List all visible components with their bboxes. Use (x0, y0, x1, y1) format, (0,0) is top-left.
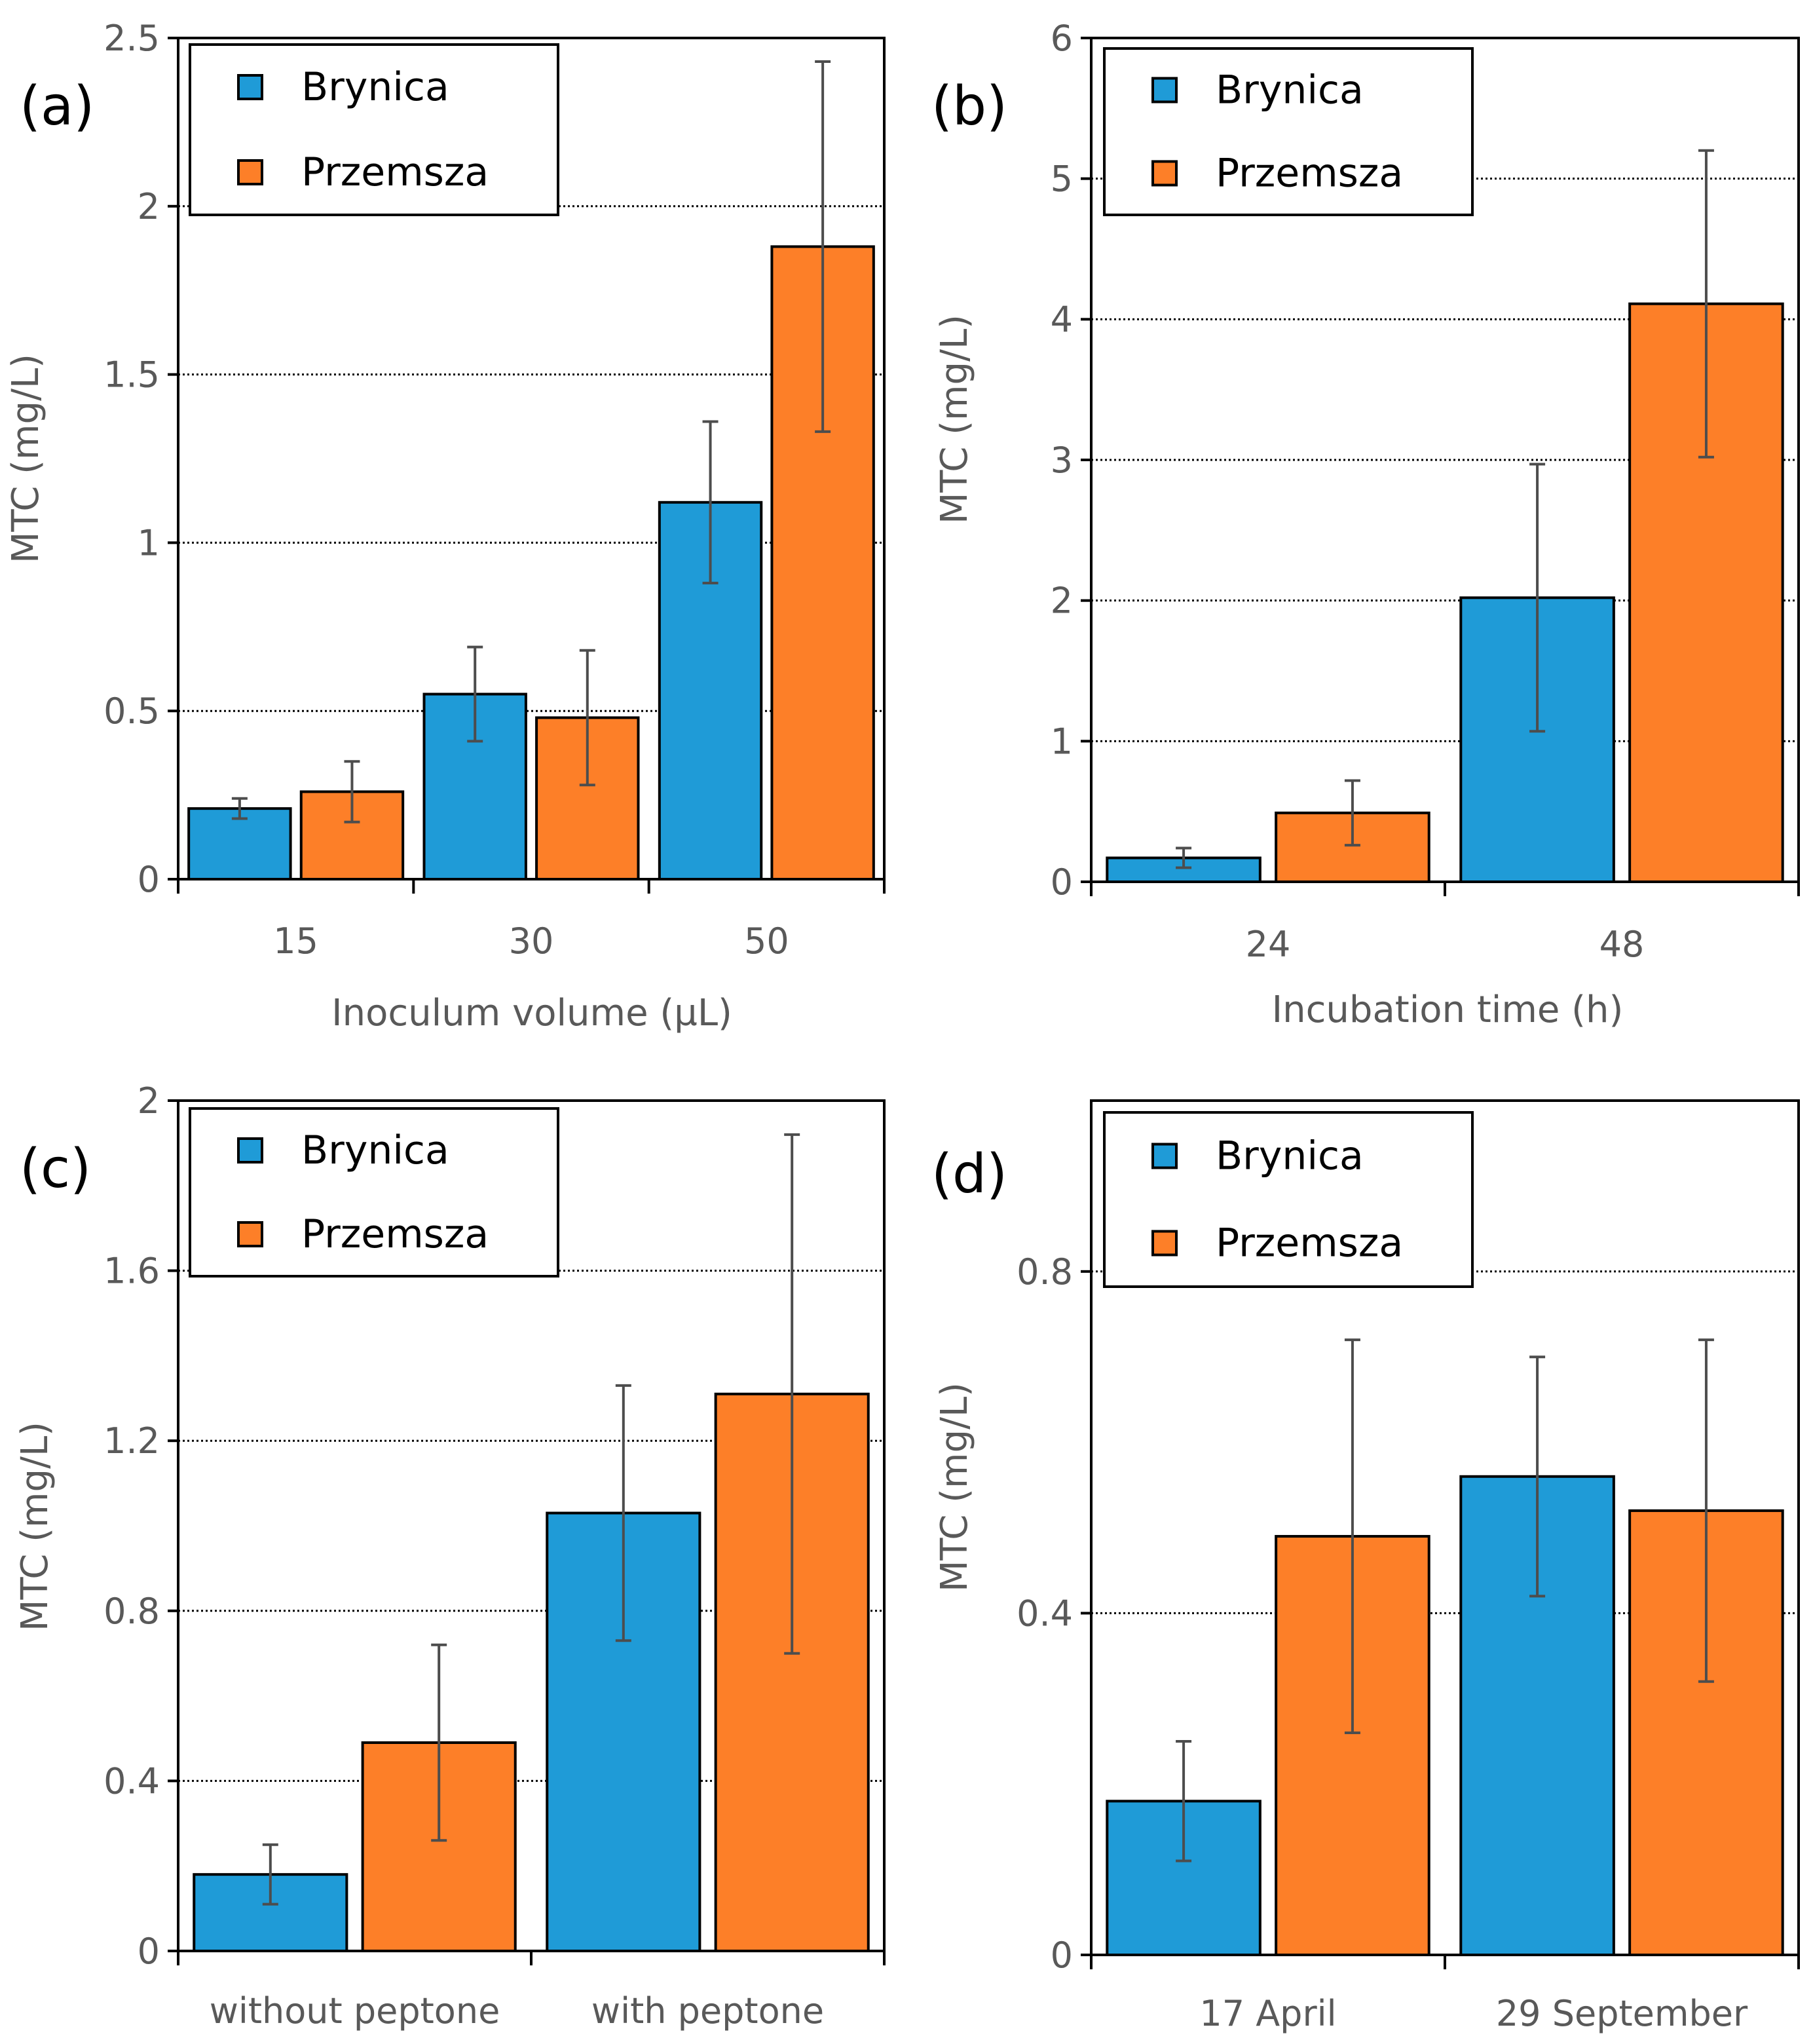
y-tick-label: 3 (1051, 440, 1073, 481)
legend-label-przemsza: Przemsza (301, 149, 489, 195)
x-tick-label: 24 (1246, 924, 1291, 965)
legend-box (189, 43, 559, 216)
chart-panel-b: 0 1 2 3 4 5 6 24 48 MTC (mg/L) Incubation time (h)… (931, 18, 1800, 1031)
y-tick-label: 4 (1051, 299, 1073, 340)
x-tick-label: 15 (273, 920, 318, 962)
x-axis-title: Incubation time (h) (1272, 989, 1624, 1031)
error-bar-brynica-17-april (1176, 1740, 1192, 1863)
legend-label-przemsza: Przemsza (1216, 1221, 1403, 1266)
x-tick-label: without peptone (210, 1990, 500, 2032)
error-bar-przemsza-without-peptone (431, 1643, 447, 1842)
plot-frame (177, 37, 886, 880)
x-tick-label: with peptone (591, 1990, 824, 2032)
legend-swatch-przemsza (1151, 1230, 1178, 1257)
x-axis-title: Inoculum volume (µL) (331, 992, 732, 1034)
y-tick-label: 1 (1051, 721, 1073, 762)
legend-swatch-brynica (1151, 77, 1178, 104)
legend-swatch-przemsza (1151, 160, 1178, 187)
y-tick-label: 5 (1051, 159, 1073, 200)
legend-label-przemsza: Przemsza (1216, 151, 1403, 197)
y-tick-label: 0 (1051, 861, 1073, 903)
legend-swatch-przemsza (237, 159, 263, 185)
y-tick-label: 0 (138, 859, 160, 900)
legend-label-brynica: Brynica (1216, 67, 1364, 113)
x-tick-label: 48 (1599, 924, 1645, 965)
error-bar-przemsza-48 (1698, 149, 1714, 459)
chart-panel-d: 0 0.4 0.8 17 April 29 September MTC (mg/L) (d)… (931, 1099, 1800, 2034)
y-tick-label: 1.2 (103, 1420, 160, 1462)
legend-box (1103, 1111, 1474, 1288)
panel-label: (a) (20, 75, 94, 138)
y-tick-label: 2 (138, 1080, 160, 1122)
panel-label: (d) (931, 1143, 1007, 1205)
y-axis-title: MTC (mg/L) (14, 1422, 56, 1631)
error-bar-przemsza-50 (815, 60, 831, 433)
legend-box (189, 1107, 559, 1278)
chart-panel-c: 0 0.4 0.8 1.2 1.6 2 without peptone with pepton… (14, 1080, 886, 2032)
x-tick-label: 17 April (1199, 1993, 1336, 2034)
y-tick-label: 2 (138, 186, 160, 227)
error-bar-brynica-50 (702, 420, 719, 585)
legend-label-brynica: Brynica (1216, 1133, 1364, 1179)
y-tick-label: 0.8 (1017, 1251, 1073, 1293)
y-tick-label: 0 (138, 1931, 160, 1972)
y-tick-label: 1.6 (103, 1251, 160, 1292)
legend: Brynica Przemsza (189, 1107, 559, 1278)
x-tick-label: 50 (744, 920, 789, 962)
legend: Brynica Przemsza (1103, 47, 1474, 216)
legend-swatch-brynica (237, 1137, 263, 1164)
y-axis-title: MTC (mg/L) (933, 1382, 976, 1592)
y-tick-label: 0.5 (103, 691, 160, 732)
error-bar-brynica-with-peptone (615, 1384, 631, 1642)
y-tick-label: 0 (1051, 1935, 1073, 1976)
y-tick-label: 0.4 (1017, 1593, 1073, 1634)
y-tick-label: 0.4 (103, 1760, 160, 1802)
error-bar-przemsza-29-september (1698, 1338, 1714, 1683)
error-bar-przemsza-15 (344, 760, 360, 823)
legend-swatch-przemsza (237, 1221, 263, 1247)
bar-brynica-15 (187, 807, 292, 881)
legend-label-przemsza: Przemsza (301, 1211, 489, 1257)
legend-label-brynica: Brynica (301, 64, 449, 110)
error-bar-przemsza-with-peptone (784, 1133, 800, 1655)
error-bar-przemsza-30 (579, 649, 595, 787)
panel-label: (b) (931, 75, 1007, 138)
legend-label-brynica: Brynica (301, 1127, 449, 1173)
y-tick-label: 0.8 (103, 1591, 160, 1632)
error-bar-brynica-15 (231, 797, 248, 820)
legend: Brynica Przemsza (189, 43, 559, 216)
error-bar-przemsza-24 (1344, 779, 1360, 847)
panel-label: (c) (20, 1138, 91, 1200)
error-bar-brynica-24 (1176, 846, 1192, 869)
y-tick-label: 6 (1051, 18, 1073, 59)
error-bar-przemsza-17-april (1344, 1338, 1360, 1734)
legend: Brynica Przemsza (1103, 1111, 1474, 1288)
error-bar-brynica-48 (1529, 463, 1546, 733)
chart-panel-a: 0 0.5 1 1.5 2 2.5 15 30 50 MTC (mg/L) Inoculum vol… (5, 18, 886, 1034)
legend-swatch-brynica (237, 74, 263, 100)
error-bar-brynica-without-peptone (262, 1843, 278, 1906)
error-bar-brynica-30 (467, 645, 483, 743)
x-tick-label: 29 September (1496, 1993, 1748, 2034)
error-bar-brynica-29-september (1529, 1355, 1546, 1598)
legend-box (1103, 47, 1474, 216)
y-tick-label: 1 (138, 522, 160, 563)
x-tick-label: 30 (509, 920, 554, 962)
y-tick-label: 2 (1051, 580, 1073, 622)
y-axis-title: MTC (mg/L) (933, 314, 976, 524)
y-tick-label: 2.5 (103, 18, 160, 59)
legend-swatch-brynica (1151, 1143, 1178, 1169)
y-tick-label: 1.5 (103, 354, 160, 396)
y-axis-title: MTC (mg/L) (5, 354, 47, 563)
